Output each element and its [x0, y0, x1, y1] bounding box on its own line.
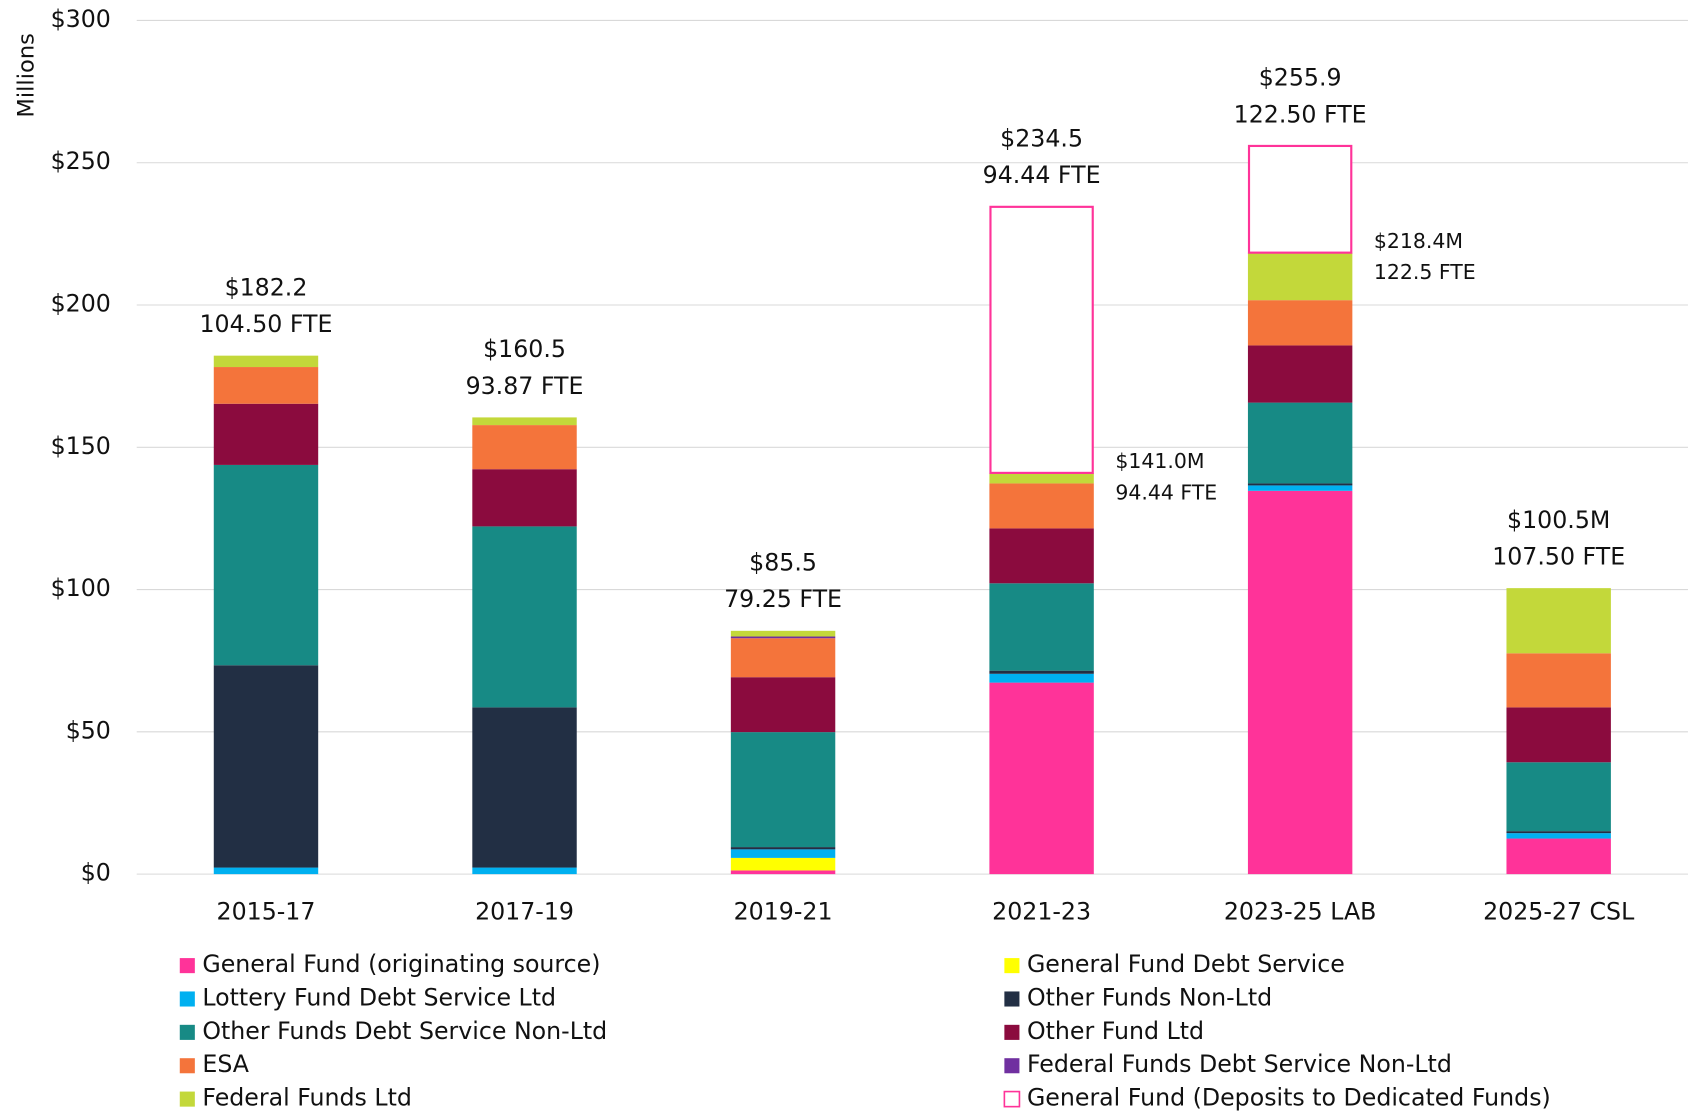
bar-segment: [472, 469, 577, 527]
total-label: 122.50 FTE: [1234, 100, 1367, 128]
bar-segment: [730, 630, 836, 637]
bar-segment: [730, 847, 836, 850]
bar-segment: [1247, 144, 1353, 254]
bar-segment: [730, 870, 836, 875]
bar-segment: [1506, 762, 1611, 832]
bar-segment: [1247, 252, 1353, 301]
bar-segment: [989, 583, 1094, 671]
bar-segment: [989, 483, 1094, 529]
bar-segment: [989, 205, 1094, 474]
bar-segment: [213, 665, 319, 868]
x-tick-label: 2017-19: [475, 897, 574, 925]
legend-label: Lottery Fund Debt Service Ltd: [202, 983, 556, 1011]
y-axis-label: Millions: [13, 33, 39, 118]
bar-segment: [1247, 485, 1353, 491]
legend-label: Other Funds Non-Ltd: [1027, 983, 1272, 1011]
legend-label: General Fund (originating source): [202, 950, 600, 978]
bar-segment: [730, 849, 836, 858]
bar-segment: [730, 857, 836, 871]
bar-segment: [213, 355, 319, 368]
y-tick-label: $200: [51, 290, 111, 318]
legend-swatch: [179, 1058, 195, 1074]
bar-segment: [1247, 490, 1353, 875]
legend-label: General Fund (Deposits to Dedicated Fund…: [1027, 1084, 1551, 1112]
side-label: 122.5 FTE: [1374, 260, 1476, 284]
y-tick-label: $250: [51, 147, 111, 175]
bar-segment: [472, 867, 577, 875]
legend-swatch: [1004, 1058, 1020, 1074]
bar-segment: [213, 464, 319, 666]
side-label: 94.44 FTE: [1115, 480, 1217, 504]
y-tick-label: $300: [51, 5, 111, 33]
side-label: $141.0M: [1115, 449, 1204, 473]
y-tick-label: $50: [66, 716, 111, 744]
bar-segment: [1247, 345, 1353, 403]
total-label: 93.87 FTE: [466, 372, 584, 400]
total-label: $100.5M: [1507, 506, 1610, 534]
legend-swatch: [179, 1024, 195, 1040]
y-tick-label: $150: [51, 432, 111, 460]
bar-segment: [1506, 588, 1611, 654]
bar-segment: [989, 528, 1094, 584]
legend-label: Other Funds Debt Service Non-Ltd: [202, 1017, 607, 1045]
legend-label: General Fund Debt Service: [1027, 950, 1345, 978]
bar-segment: [213, 367, 319, 404]
total-label: $234.5: [1000, 125, 1083, 153]
bar-segment: [1506, 707, 1611, 763]
total-label: 79.25 FTE: [724, 585, 842, 613]
total-label: 94.44 FTE: [983, 161, 1101, 189]
bar-segment: [989, 472, 1094, 484]
legend-label: Federal Funds Ltd: [202, 1084, 412, 1112]
bar-segment: [730, 636, 836, 639]
bar-segment: [1506, 838, 1611, 875]
bar-segment: [1506, 653, 1611, 708]
bar-segment: [989, 673, 1094, 683]
total-label: $85.5: [749, 549, 817, 577]
bar-segment: [472, 417, 577, 426]
bar-segment: [472, 707, 577, 868]
y-tick-label: $100: [51, 574, 111, 602]
legend-swatch: [1004, 991, 1020, 1007]
bar-segment: [989, 670, 1094, 674]
legend-label: Federal Funds Debt Service Non-Ltd: [1027, 1050, 1452, 1078]
bar-segment: [730, 732, 836, 848]
bar-segment: [213, 403, 319, 465]
bar-segment: [1506, 833, 1611, 839]
bar-segment: [1506, 831, 1611, 834]
total-label: $160.5: [483, 335, 566, 363]
bar-segment: [730, 677, 836, 733]
bar-segment: [730, 638, 836, 678]
side-label: $218.4M: [1374, 229, 1463, 253]
x-tick-label: 2019-21: [734, 897, 833, 925]
legend-swatch: [1004, 1024, 1020, 1040]
x-tick-label: 2025-27 CSL: [1483, 897, 1635, 925]
bar-segment: [1247, 402, 1353, 484]
bar-segment: [213, 867, 319, 875]
legend-swatch: [179, 991, 195, 1007]
bar-segment: [1247, 300, 1353, 346]
total-label: $182.2: [225, 273, 308, 301]
bar-segment: [989, 682, 1094, 875]
bar-segment: [472, 425, 577, 470]
legend-swatch: [1004, 958, 1020, 974]
legend-swatch: [179, 958, 195, 974]
y-tick-label: $0: [81, 859, 111, 887]
x-tick-label: 2023-25 LAB: [1224, 897, 1377, 925]
bar-segment: [472, 526, 577, 708]
chart-body: Millions $0 $50 $100 $150 $200 $250 $300 2015-1…: [13, 5, 1688, 1112]
legend-swatch: [1003, 1090, 1021, 1108]
total-label: 107.50 FTE: [1492, 542, 1625, 570]
x-tick-label: 2021-23: [992, 897, 1091, 925]
total-label: 104.50 FTE: [199, 310, 332, 338]
legend-label: ESA: [202, 1050, 249, 1078]
bar-segment: [1247, 483, 1353, 486]
legend-label: Other Fund Ltd: [1027, 1017, 1204, 1045]
legend-swatch: [179, 1091, 195, 1107]
x-tick-label: 2015-17: [217, 897, 316, 925]
total-label: $255.9: [1259, 64, 1342, 92]
